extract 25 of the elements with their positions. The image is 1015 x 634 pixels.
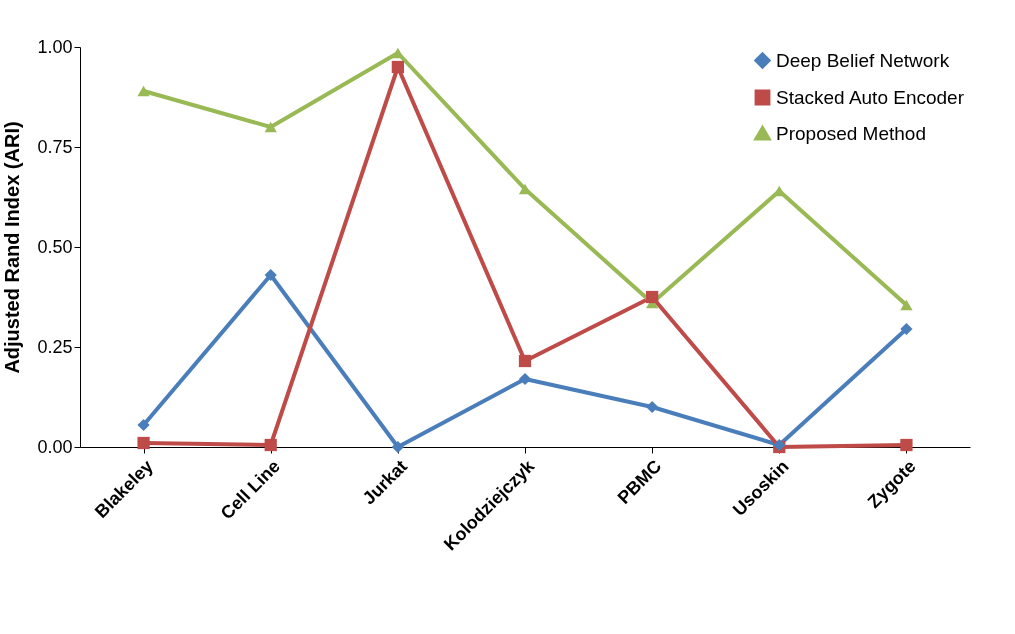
- y-tick-label: 0.50: [37, 236, 73, 257]
- point: [900, 322, 913, 336]
- point: [391, 440, 404, 454]
- point: [646, 400, 659, 414]
- point: [137, 418, 150, 432]
- point: [137, 436, 150, 450]
- point: [518, 372, 532, 386]
- point: [518, 354, 532, 368]
- point: [900, 438, 913, 452]
- y-tick-label: 0.00: [37, 436, 73, 457]
- y-axis-title: Adjusted Rand Index (ARI): [1, 121, 24, 374]
- point: [900, 299, 913, 311]
- point: [264, 268, 277, 282]
- legend-label: Deep Belief Network: [776, 49, 950, 71]
- point: [391, 60, 404, 74]
- y-tick-label: 1.00: [37, 36, 73, 57]
- point: [264, 121, 277, 133]
- point: [391, 47, 404, 59]
- point: [137, 85, 150, 97]
- y-tick-label: 0.75: [37, 136, 73, 157]
- point: [646, 290, 659, 304]
- point: [264, 438, 277, 452]
- legend-label: Proposed Method: [776, 122, 926, 144]
- legend-label: Stacked Auto Encoder: [776, 86, 965, 108]
- y-tick-label: 0.25: [37, 336, 73, 357]
